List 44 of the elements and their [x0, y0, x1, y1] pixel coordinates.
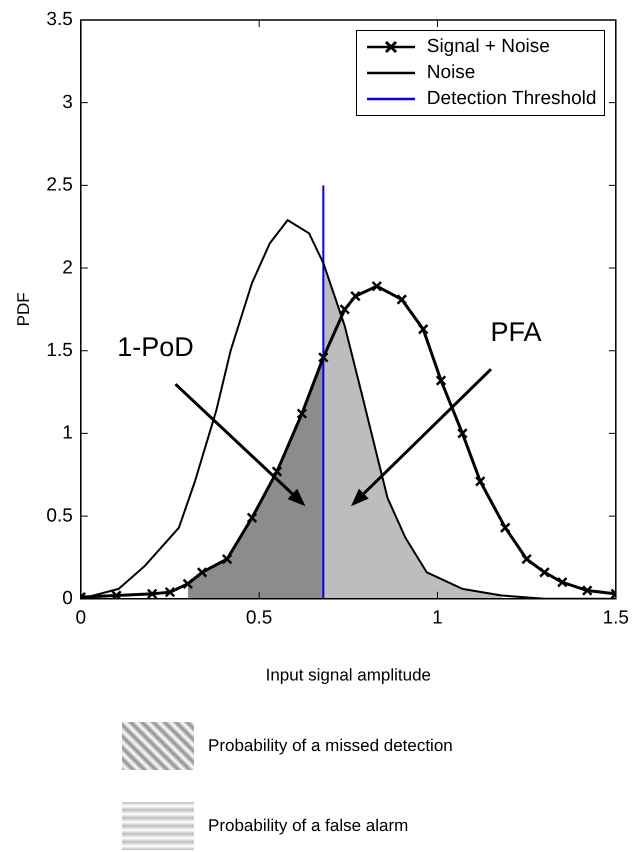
point [146, 588, 158, 599]
x-tick-label: 1.5 [602, 607, 630, 628]
point [418, 324, 429, 335]
point [456, 428, 468, 439]
y-tick-label: 0 [62, 588, 73, 610]
point [318, 352, 329, 363]
x-axis-title: Input signal amplitude [266, 665, 431, 684]
text: Probability of a missed detection [208, 736, 453, 756]
point [371, 280, 382, 292]
point [582, 585, 593, 596]
point [222, 554, 233, 565]
point [500, 522, 511, 534]
annotation: 1-PoD [117, 332, 194, 362]
y-axis-title: PDF [14, 292, 33, 326]
point [182, 578, 194, 590]
point [339, 304, 350, 315]
point [396, 294, 408, 305]
y-tick-label: 1.5 [46, 340, 73, 361]
annotation: PFA [490, 317, 542, 348]
text: Probability of a false alarm [208, 816, 408, 836]
y-tick-label: 1 [62, 422, 73, 444]
point [436, 375, 447, 386]
point [271, 466, 282, 477]
x-tick-label: 0.5 [246, 607, 272, 628]
legend-label: Signal + Noise [426, 36, 550, 58]
legend-label: Noise [426, 62, 476, 84]
x-tick-label: 0 [76, 607, 86, 628]
point [196, 566, 208, 578]
point [110, 590, 122, 599]
y-tick-label: 0.5 [46, 505, 73, 526]
point [538, 566, 550, 578]
legend-label: Detection Threshold [426, 88, 596, 110]
y-tick-label: 3.5 [46, 9, 73, 30]
x-tick-label: 1 [432, 607, 443, 628]
point [164, 586, 176, 598]
point [350, 290, 361, 302]
y-tick-label: 3 [62, 92, 73, 113]
point [521, 554, 532, 565]
point [296, 408, 308, 420]
point [556, 576, 568, 588]
point [246, 512, 258, 524]
y-tick-label: 2 [62, 257, 73, 278]
y-tick-label: 2.5 [46, 174, 73, 196]
point [474, 476, 486, 487]
